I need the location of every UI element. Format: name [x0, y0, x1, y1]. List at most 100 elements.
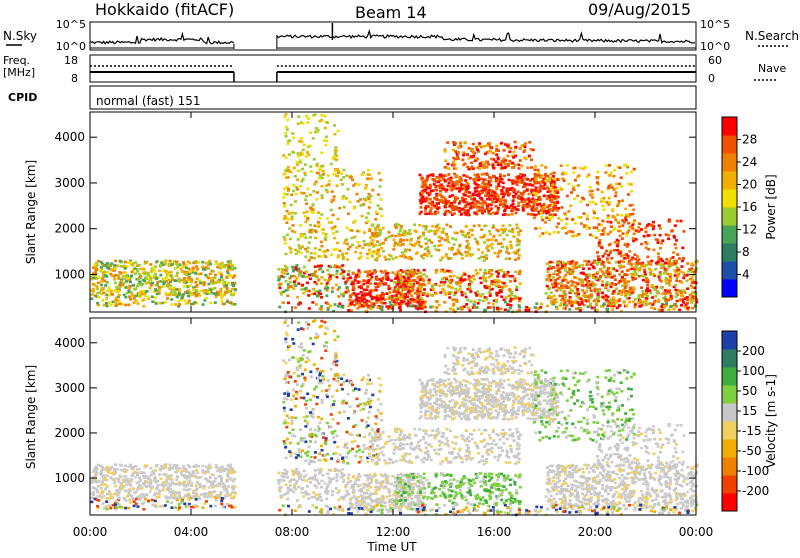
power-cell — [291, 215, 294, 218]
power-cell — [483, 309, 486, 312]
power-cell — [564, 264, 567, 267]
velocity-cell — [138, 468, 141, 471]
power-cell — [285, 269, 288, 272]
power-cell — [689, 299, 692, 302]
power-cell — [401, 251, 404, 254]
power-cell — [515, 193, 518, 196]
power-cell — [476, 306, 479, 309]
power-cell — [476, 148, 479, 151]
power-cell — [308, 274, 311, 277]
power-cell — [309, 278, 312, 281]
velocity-cell — [106, 475, 109, 478]
power-cell — [484, 269, 487, 272]
velocity-cell — [139, 479, 142, 482]
power-cell — [450, 291, 453, 294]
velocity-cell — [136, 474, 139, 477]
power-cell — [467, 299, 470, 302]
power-cell — [643, 269, 646, 272]
power-cell — [287, 166, 290, 169]
power-cell — [316, 276, 319, 279]
velocity-cell — [158, 473, 161, 476]
power-cell — [613, 303, 616, 306]
power-cell — [337, 295, 340, 298]
power-cell — [156, 281, 159, 284]
power-colorbar-tick-label: 28 — [742, 133, 757, 147]
power-cell — [353, 304, 356, 307]
power-cell — [192, 267, 195, 270]
power-cell — [561, 295, 564, 298]
power-cell — [540, 164, 543, 167]
power-cell — [128, 287, 131, 290]
power-cell — [371, 223, 374, 226]
power-cell — [326, 121, 329, 124]
power-cell — [195, 295, 198, 298]
power-cell — [115, 303, 118, 306]
power-colorbar-swatch — [722, 135, 737, 154]
power-cell — [329, 275, 332, 278]
power-cell — [457, 151, 460, 154]
power-cell — [624, 243, 627, 246]
power-cell — [455, 167, 458, 170]
power-cell — [100, 284, 103, 287]
power-cell — [298, 140, 301, 143]
velocity-cell — [183, 481, 186, 484]
power-cell — [466, 182, 469, 185]
power-cell — [485, 166, 488, 169]
power-cell — [511, 291, 514, 294]
power-colorbar-tick-label: 8 — [742, 245, 750, 259]
power-cell — [368, 229, 371, 232]
power-cell — [626, 245, 629, 248]
power-cell — [217, 280, 220, 283]
power-cell — [358, 245, 361, 248]
power-cell — [436, 208, 439, 211]
power-cell — [435, 306, 438, 309]
power-cell — [187, 295, 190, 298]
power-cell — [480, 197, 483, 200]
power-cell — [638, 268, 641, 271]
power-cell — [134, 287, 137, 290]
power-cell — [590, 293, 593, 296]
power-cell — [614, 195, 617, 198]
power-cell — [376, 240, 379, 243]
power-cell — [661, 265, 664, 268]
power-cell — [159, 264, 162, 267]
power-cell — [151, 300, 154, 303]
velocity-cell — [200, 476, 203, 479]
power-cell — [429, 210, 432, 213]
power-cell — [134, 273, 137, 276]
power-cell — [441, 288, 444, 291]
power-cell — [560, 188, 563, 191]
power-cell — [286, 273, 289, 276]
power-cell — [282, 276, 285, 279]
power-cell — [486, 239, 489, 242]
power-cell — [546, 285, 549, 288]
power-cell — [506, 155, 509, 158]
power-cell — [483, 145, 486, 148]
power-cell — [497, 272, 500, 275]
power-cell — [304, 199, 307, 202]
velocity-cell — [159, 477, 162, 480]
velocity-cell — [214, 477, 217, 480]
velocity-cell — [143, 472, 146, 475]
power-cell — [182, 261, 185, 264]
power-cell — [633, 306, 636, 309]
power-cell — [195, 265, 198, 268]
velocity-cell — [96, 495, 99, 498]
power-cell — [346, 258, 349, 261]
freq-panel: Freq. [MHz] 18 8 60 0 Nave — [3, 54, 786, 85]
power-cell — [317, 279, 320, 282]
power-cell — [478, 299, 481, 302]
power-colorbar-swatch — [722, 171, 737, 190]
power-cell — [628, 301, 631, 304]
power-cell — [488, 208, 491, 211]
power-cell — [327, 308, 330, 311]
power-cell — [454, 232, 457, 235]
power-cell — [682, 272, 685, 275]
power-cell — [393, 301, 396, 304]
power-cell — [459, 244, 462, 247]
power-cell — [294, 306, 297, 309]
power-cell — [297, 250, 300, 253]
power-cell — [500, 142, 503, 145]
power-cell — [638, 222, 641, 225]
power-cell — [142, 298, 145, 301]
